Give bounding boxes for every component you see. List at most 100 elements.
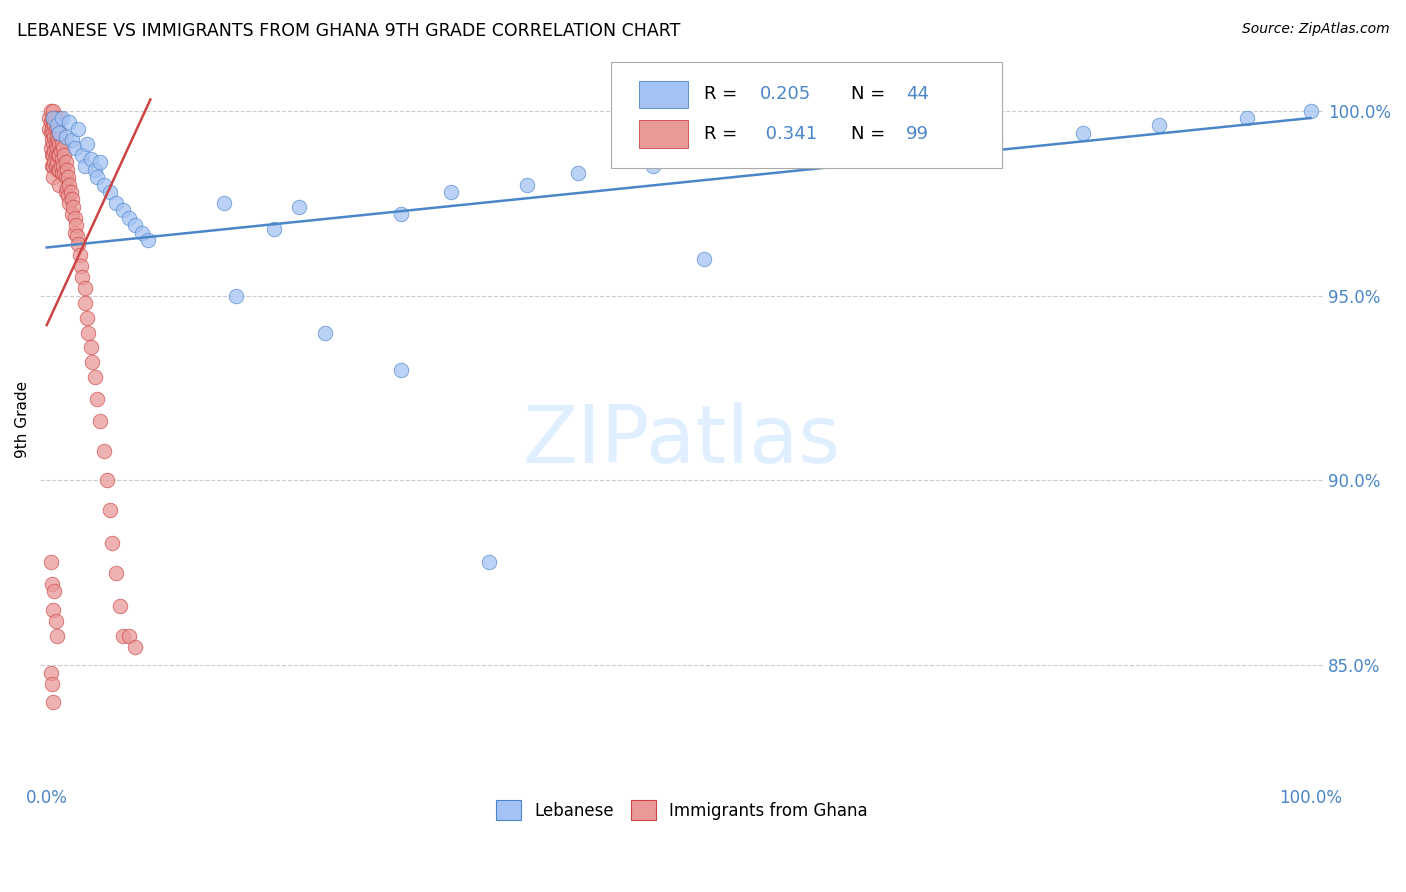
Point (1147, 119, 1170, 133)
Point (440, 185, 463, 199)
Point (643, 159, 665, 173)
Point (52, 140, 75, 154)
Point (45, 111, 67, 125)
Point (212, 196, 235, 211)
Point (67, 236, 90, 251)
Point (1236, 111, 1258, 125)
Point (41, 111, 63, 125)
Point (49, 129, 72, 144)
Point (45, 614, 67, 628)
Point (93, 443, 115, 458)
Text: ZIPatlas: ZIPatlas (523, 402, 841, 480)
Point (45, 119, 67, 133)
Point (39, 555, 62, 569)
Point (51, 152, 73, 166)
Point (58, 196, 80, 211)
Point (46, 162, 69, 177)
Point (42, 136, 65, 151)
Point (41, 159, 63, 173)
Point (41, 148, 63, 162)
Point (105, 566, 128, 580)
Point (39, 103, 62, 118)
Point (983, 133, 1005, 147)
Text: LEBANESE VS IMMIGRANTS FROM GHANA 9TH GRADE CORRELATION CHART: LEBANESE VS IMMIGRANTS FROM GHANA 9TH GR… (17, 22, 681, 40)
Text: N =: N = (851, 125, 891, 143)
Point (288, 200, 311, 214)
Text: Source: ZipAtlas.com: Source: ZipAtlas.com (1241, 22, 1389, 37)
Point (894, 140, 917, 154)
Point (56, 162, 79, 177)
Text: N =: N = (851, 86, 891, 103)
Point (41, 133, 63, 147)
Point (60, 133, 83, 147)
FancyBboxPatch shape (640, 80, 688, 108)
Point (314, 326, 336, 340)
Point (53, 148, 76, 162)
Point (49, 159, 72, 173)
Point (51, 111, 73, 125)
Point (48, 162, 70, 177)
Point (77, 326, 100, 340)
Point (41, 577, 63, 591)
Point (82, 355, 104, 369)
Point (55, 129, 77, 144)
Point (41, 122, 63, 136)
Point (39, 665, 62, 680)
Text: 99: 99 (907, 125, 929, 143)
Point (45, 140, 67, 154)
Legend: Lebanese, Immigrants from Ghana: Lebanese, Immigrants from Ghana (489, 794, 875, 826)
Point (567, 166, 589, 180)
Point (124, 640, 146, 654)
Text: R =: R = (703, 86, 742, 103)
Point (118, 629, 141, 643)
Point (80, 152, 103, 166)
Point (118, 211, 141, 225)
Text: R =: R = (703, 125, 742, 143)
Point (44, 155, 66, 169)
Point (41, 677, 63, 691)
Point (55, 155, 77, 169)
Point (51, 166, 73, 180)
Point (48, 111, 70, 125)
Point (478, 555, 501, 569)
Point (42, 148, 65, 162)
Point (65, 219, 87, 233)
Point (73, 281, 96, 295)
Point (69, 248, 91, 262)
Point (83, 162, 105, 177)
Point (62, 200, 84, 214)
Point (42, 114, 65, 128)
Point (58, 188, 80, 202)
Point (48, 126, 70, 140)
Point (45, 136, 67, 151)
Point (46, 148, 69, 162)
Point (693, 252, 716, 266)
Point (39, 114, 62, 128)
Point (105, 196, 128, 211)
Point (73, 159, 96, 173)
Point (44, 129, 66, 144)
Point (111, 203, 134, 218)
Point (58, 178, 80, 192)
Point (45, 122, 67, 136)
Point (63, 140, 86, 154)
Point (63, 211, 86, 225)
Point (98, 503, 121, 517)
Point (70, 270, 93, 285)
Point (73, 296, 96, 310)
Point (131, 226, 153, 240)
Point (136, 233, 159, 247)
Point (48, 148, 70, 162)
Point (98, 185, 121, 199)
Point (263, 222, 285, 236)
Point (39, 126, 62, 140)
Point (66, 229, 89, 244)
Point (101, 536, 124, 550)
Text: 0.341: 0.341 (761, 125, 817, 143)
Point (86, 392, 108, 406)
Point (76, 310, 98, 325)
Point (225, 288, 247, 302)
Point (42, 695, 65, 709)
Point (516, 178, 538, 192)
Point (389, 362, 412, 376)
